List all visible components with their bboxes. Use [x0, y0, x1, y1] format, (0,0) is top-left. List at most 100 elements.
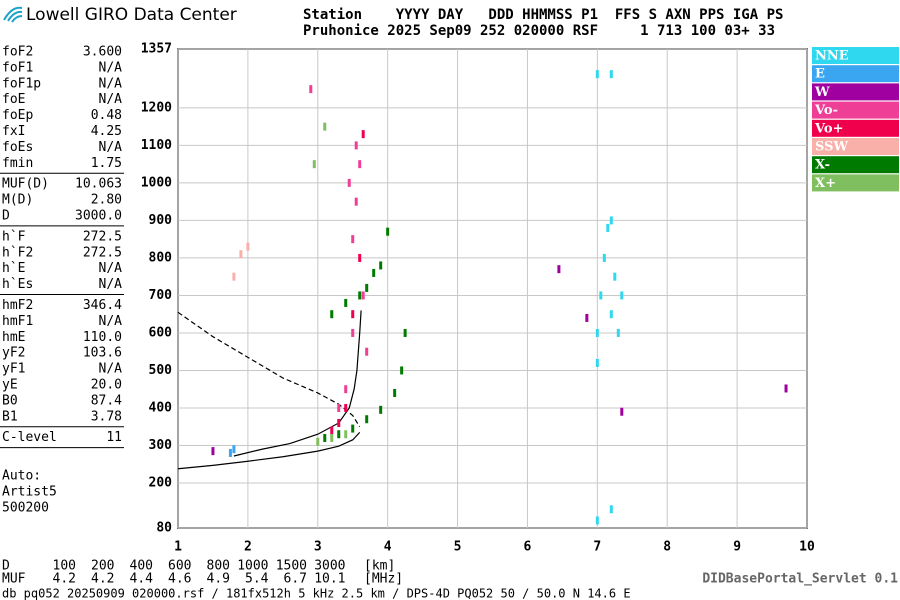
x-tick-label: 1: [174, 540, 182, 555]
param-name: yF1: [2, 362, 25, 377]
auto-text: Artist5: [2, 485, 57, 500]
header-line: Pruhonice 2025 Sep09 252 020000 RSF 1 71…: [303, 23, 775, 39]
echo-point: [358, 291, 362, 300]
echo-point: [232, 445, 236, 454]
x-tick-label: 10: [799, 540, 815, 555]
param-value: 10.063: [75, 177, 122, 192]
echo-point: [784, 384, 788, 393]
echo-point: [616, 328, 620, 337]
muf-d: 3000: [314, 559, 345, 574]
x-tick-label: 3: [314, 540, 322, 555]
muf-value: 10.1: [314, 572, 345, 587]
echo-point: [361, 130, 365, 139]
param-name: foE: [2, 92, 25, 107]
y-tick-label: 1200: [141, 100, 172, 115]
legend-label: NNE: [815, 49, 849, 64]
echo-point: [323, 433, 327, 442]
echo-point: [599, 291, 603, 300]
x-tick-label: 7: [593, 540, 601, 555]
y-tick-label: 300: [149, 438, 173, 453]
param-name: C-level: [2, 430, 57, 445]
muf-d-unit: [km]: [364, 559, 395, 574]
echo-point: [330, 433, 334, 442]
footer-left: db pq052 20250909 020000.rsf / 181fx512h…: [2, 587, 631, 600]
muf-d: 400: [130, 559, 153, 574]
echo-point: [351, 328, 355, 337]
echo-point: [337, 430, 341, 439]
y-tick-label: 800: [149, 250, 173, 265]
muf-d: 1000: [237, 559, 268, 574]
legend-swatch: [812, 174, 899, 192]
y-tick-label: 1357: [141, 42, 172, 57]
legend-label: E: [815, 67, 825, 82]
echo-point: [609, 310, 613, 319]
echo-point: [606, 223, 610, 232]
echo-point: [344, 403, 348, 412]
logo-text: Lowell GIRO Data Center: [26, 5, 237, 25]
param-value: 20.0: [91, 378, 122, 393]
muf-value: 4.6: [168, 572, 191, 587]
param-name: B1: [2, 409, 18, 424]
echo-point: [620, 291, 624, 300]
param-name: h`Es: [2, 277, 33, 292]
param-value: 110.0: [83, 330, 122, 345]
param-name: foF1p: [2, 76, 41, 91]
legend-swatch: [812, 156, 899, 174]
legend-swatch: [812, 83, 899, 101]
echo-point: [365, 347, 369, 356]
echo-point: [239, 250, 243, 259]
echo-point: [595, 516, 599, 525]
legend-swatch: [812, 138, 899, 155]
y-tick-label: 700: [149, 288, 173, 303]
param-value: N/A: [99, 261, 123, 276]
echo-point: [400, 366, 404, 375]
y-tick-label: 1100: [141, 138, 172, 153]
param-name: h`E: [2, 261, 25, 276]
legend-label: X-: [815, 158, 830, 173]
muf-d: 800: [207, 559, 230, 574]
param-name: hmE: [2, 330, 25, 345]
x-tick-label: 6: [524, 540, 532, 555]
param-value: 3000.0: [75, 209, 122, 224]
echo-point: [246, 242, 250, 251]
param-value: 103.6: [83, 346, 122, 361]
muf-value: 4.2: [91, 572, 114, 587]
echo-point: [358, 253, 362, 262]
legend-label: Vo+: [814, 121, 843, 136]
echo-point: [344, 298, 348, 307]
param-name: foF1: [2, 60, 33, 75]
muf-label: MUF: [2, 572, 26, 587]
param-value: N/A: [99, 277, 123, 292]
echo-point: [347, 178, 351, 187]
y-tick-label: 900: [149, 213, 173, 228]
muf-d: 200: [91, 559, 114, 574]
header-line: Station YYYY DAY DDD HHMMSS P1 FFS S AXN…: [303, 7, 783, 23]
legend-label: SSW: [815, 140, 848, 155]
echo-point: [372, 268, 376, 277]
echo-point: [232, 272, 236, 281]
echo-point: [595, 358, 599, 367]
muf-d: 1500: [276, 559, 307, 574]
param-value: N/A: [99, 92, 123, 107]
muf-d: 600: [168, 559, 191, 574]
muf-value: 6.7: [284, 572, 307, 587]
echo-point: [386, 227, 390, 236]
y-tick-label: 400: [149, 400, 173, 415]
echo-point: [344, 430, 348, 439]
muf-value: 4.9: [207, 572, 230, 587]
param-value: 4.25: [91, 124, 122, 139]
echo-point: [354, 197, 358, 206]
muf-value: 4.2: [53, 572, 76, 587]
param-value: 272.5: [83, 229, 122, 244]
param-name: D: [2, 209, 10, 224]
profile-curve: [177, 431, 361, 470]
param-name: yE: [2, 378, 18, 393]
echo-point: [351, 235, 355, 244]
param-value: N/A: [99, 140, 123, 155]
echo-point: [379, 261, 383, 270]
echo-point: [228, 448, 232, 457]
legend-swatch: [812, 119, 899, 137]
auto-text: 500200: [2, 501, 49, 516]
